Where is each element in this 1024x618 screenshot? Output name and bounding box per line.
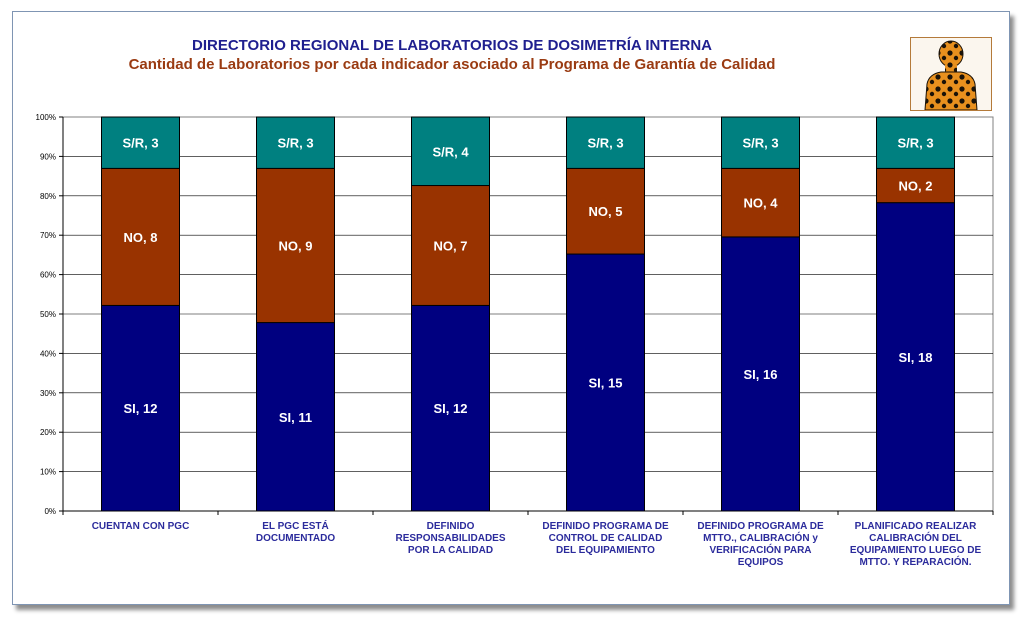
y-tick-label: 90% <box>40 152 56 161</box>
category-label: EQUIPAMIENTO LUEGO DE <box>850 545 982 556</box>
bar-segment-no <box>721 167 800 238</box>
category-label: MTTO., CALIBRACIÓN y <box>703 531 818 544</box>
category-label: VERIFICACIÓN PARA <box>709 543 811 556</box>
bar-segment-sr <box>721 116 800 169</box>
data-label: SI, 15 <box>589 376 623 391</box>
category-label: POR LA CALIDAD <box>408 545 493 556</box>
data-label: S/R, 3 <box>122 136 158 151</box>
chart-title: DIRECTORIO REGIONAL DE LABORATORIOS DE D… <box>191 37 713 54</box>
y-tick-label: 50% <box>40 310 56 319</box>
data-label: S/R, 3 <box>277 136 313 151</box>
bar-segment-no <box>256 167 335 324</box>
data-label: SI, 16 <box>744 367 778 382</box>
radiation-person-icon <box>910 37 992 111</box>
y-tick-label: 30% <box>40 389 56 398</box>
category-label: EQUIPOS <box>738 557 784 568</box>
data-label: NO, 7 <box>434 238 468 253</box>
data-label: NO, 9 <box>279 238 313 253</box>
category-label: DEFINIDO PROGRAMA DE <box>697 521 824 532</box>
y-tick-label: 60% <box>40 271 56 280</box>
y-tick-label: 10% <box>40 468 56 477</box>
data-label: NO, 8 <box>124 230 158 245</box>
bar-segment-no <box>411 185 490 306</box>
bar-segment-si <box>256 322 335 512</box>
data-label: SI, 12 <box>434 401 468 416</box>
y-tick-label: 20% <box>40 428 56 437</box>
category-label: CUENTAN CON PGC <box>92 521 190 532</box>
category-label: DEL EQUIPAMIENTO <box>556 545 655 556</box>
y-tick-label: 40% <box>40 349 56 358</box>
data-label: S/R, 3 <box>587 136 623 151</box>
data-label: SI, 18 <box>899 350 933 365</box>
data-label: NO, 4 <box>744 196 779 211</box>
y-tick-label: 80% <box>40 192 56 201</box>
data-label: S/R, 4 <box>432 144 469 159</box>
category-label: PLANIFICADO REALIZAR <box>855 521 977 532</box>
y-tick-label: 70% <box>40 231 56 240</box>
bar-segment-sr <box>256 116 335 169</box>
chart-subtitle: Cantidad de Laboratorios por cada indica… <box>128 56 776 73</box>
category-label: CONTROL DE CALIDAD <box>549 533 663 544</box>
bar-segment-si <box>101 304 180 512</box>
data-label: NO, 2 <box>899 179 933 194</box>
bar-segment-si <box>411 304 490 512</box>
bar-segment-si <box>876 202 955 512</box>
category-label: DEFINIDO PROGRAMA DE <box>542 521 669 532</box>
category-label: MTTO. Y REPARACIÓN. <box>859 555 971 568</box>
data-label: SI, 11 <box>279 410 312 425</box>
bar-segment-sr <box>566 116 645 169</box>
y-tick-label: 0% <box>44 507 56 516</box>
category-label: DOCUMENTADO <box>256 533 335 544</box>
category-label: EL PGC ESTÁ <box>262 519 329 532</box>
bar-segment-sr <box>411 116 490 187</box>
bar-segment-no <box>566 167 645 255</box>
y-tick-label: 100% <box>36 113 56 122</box>
bar-segment-sr <box>876 116 955 169</box>
category-label: DEFINIDO <box>427 521 475 532</box>
bar-segment-no <box>101 167 180 306</box>
bar-segment-sr <box>101 116 180 169</box>
data-label: SI, 12 <box>124 401 158 416</box>
data-label: NO, 5 <box>589 204 623 219</box>
data-label: S/R, 3 <box>742 136 778 151</box>
category-label: CALIBRACIÓN DEL <box>869 531 962 544</box>
category-label: RESPONSABILIDADES <box>395 533 505 544</box>
data-label: S/R, 3 <box>897 136 933 151</box>
